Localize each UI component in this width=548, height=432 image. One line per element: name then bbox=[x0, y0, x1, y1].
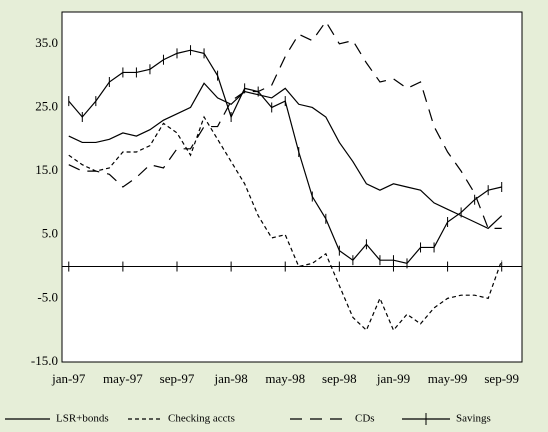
legend-label: CDs bbox=[355, 413, 375, 425]
y-tick-label: 15.0 bbox=[35, 162, 58, 177]
x-tick-label: sep-97 bbox=[160, 371, 195, 386]
x-tick-label: may-98 bbox=[265, 371, 305, 386]
x-tick-label: jan-99 bbox=[376, 371, 410, 386]
legend-label: LSR+bonds bbox=[56, 413, 109, 425]
y-tick-label: -15.0 bbox=[31, 353, 58, 368]
series-line bbox=[68, 82, 503, 230]
series-line bbox=[68, 20, 502, 229]
y-tick-label: 5.0 bbox=[42, 226, 58, 241]
x-tick-label: may-99 bbox=[428, 371, 468, 386]
y-tick-label: -5.0 bbox=[37, 289, 58, 304]
x-tick-label: jan-97 bbox=[51, 371, 86, 386]
x-tick-label: jan-98 bbox=[214, 371, 248, 386]
legend-label: Checking accts bbox=[168, 413, 235, 425]
series-line bbox=[68, 115, 503, 332]
plot-area bbox=[61, 11, 523, 363]
x-tick-label: sep-99 bbox=[484, 371, 519, 386]
x-tick-label: sep-98 bbox=[322, 371, 357, 386]
y-tick-label: 25.0 bbox=[35, 98, 58, 113]
y-tick-label: 35.0 bbox=[35, 35, 58, 50]
legend-label: Savings bbox=[456, 413, 491, 425]
x-tick-label: may-97 bbox=[103, 371, 143, 386]
